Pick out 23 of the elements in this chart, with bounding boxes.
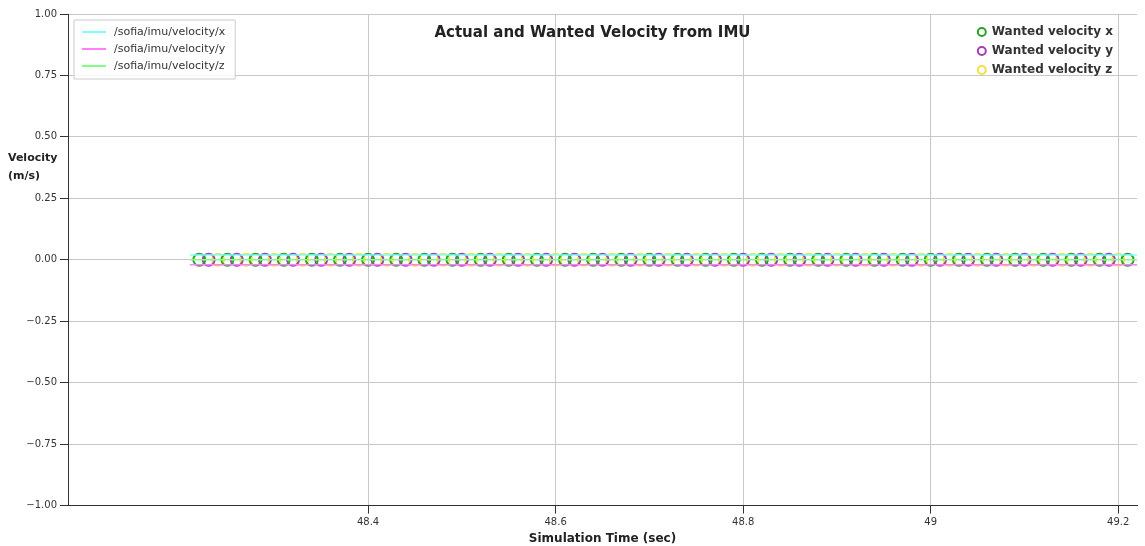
legend-label: /sofia/imu/velocity/y — [114, 41, 226, 55]
y-tick-label: −0.25 — [26, 314, 57, 326]
x-tick-label: 49.2 — [1107, 516, 1130, 528]
legend-label: Wanted velocity z — [991, 62, 1113, 77]
x-tick-label: 48.8 — [732, 516, 755, 528]
y-tick-label: 0.75 — [34, 69, 57, 81]
y-tick-label: −0.75 — [26, 437, 57, 449]
y-tick-label: 0.00 — [34, 253, 57, 265]
y-tick-label: −0.50 — [26, 376, 57, 388]
x-tick-label: 48.6 — [544, 516, 567, 528]
x-tick-label: 48.4 — [356, 516, 380, 528]
y-tick-label: 1.00 — [34, 7, 57, 19]
legend-label: Wanted velocity y — [991, 43, 1114, 58]
y-axis-title: Velocity (m/s) — [8, 150, 58, 182]
legend-label: Wanted velocity x — [991, 24, 1114, 39]
y-tick-label: 0.25 — [34, 191, 57, 203]
x-tick-label: 49 — [924, 516, 938, 528]
y-tick-label: 0.50 — [34, 130, 57, 142]
legend-label: /sofia/imu/velocity/z — [114, 58, 225, 72]
text: Actual and Wanted Velocity from IMU — [434, 23, 751, 42]
x-axis-title: Simulation Time (sec) — [528, 530, 677, 545]
legend-label: /sofia/imu/velocity/x — [114, 24, 226, 38]
y-tick-label: −1.00 — [26, 499, 57, 511]
